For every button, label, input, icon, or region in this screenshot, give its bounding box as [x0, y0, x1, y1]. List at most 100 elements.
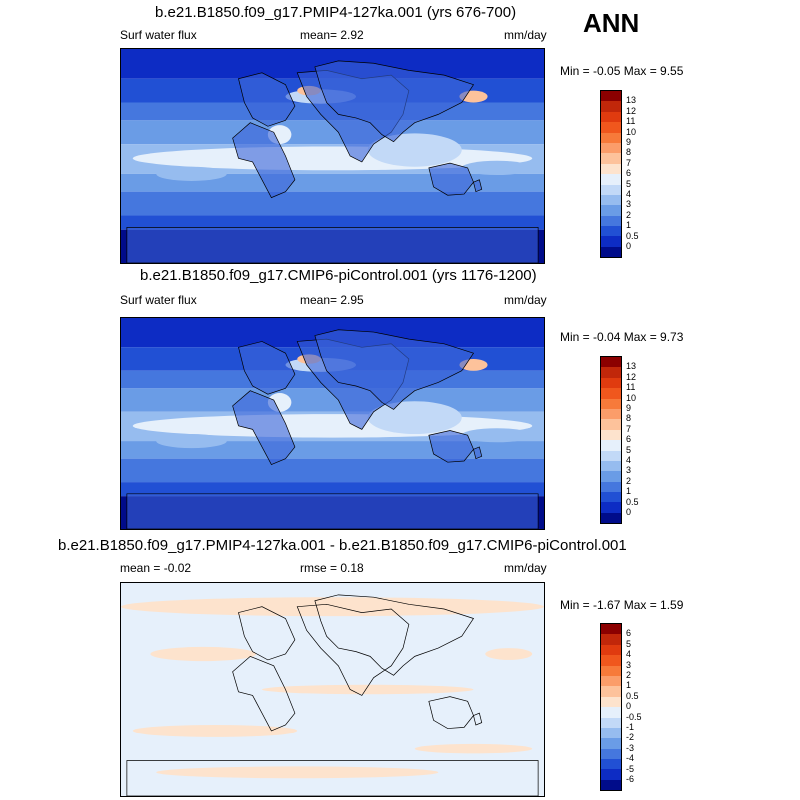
colorbar-swatch [601, 419, 621, 430]
panel-title: b.e21.B1850.f09_g17.PMIP4-127ka.001 - b.… [58, 537, 627, 554]
colorbar-tick-label: -4 [626, 753, 635, 764]
colorbar-tick-label: 3 [626, 465, 632, 476]
colorbar-swatch [601, 226, 621, 237]
coastline [473, 179, 483, 193]
colorbar-swatch [601, 624, 621, 635]
mean-label: mean= 2.95 [300, 293, 364, 307]
world-map [120, 317, 545, 530]
colorbar-swatch [601, 246, 621, 258]
colorbar-swatches [600, 356, 622, 525]
colorbar-swatch [601, 440, 621, 451]
precip-region [461, 160, 533, 176]
diff-region [150, 646, 257, 662]
colorbar-tick-label: 8 [626, 413, 632, 424]
colorbar-tick-label: 12 [626, 105, 637, 116]
colorbar-tick-label: 10 [626, 126, 637, 137]
colorbar-tick-label: 6 [626, 628, 632, 639]
colorbar-tick-label: 3 [626, 199, 632, 210]
colorbar-tick-label: -1 [626, 722, 635, 732]
season-label: ANN [583, 8, 640, 38]
units-label: mm/day [504, 293, 547, 307]
colorbar-swatch [601, 460, 621, 472]
colorbar-swatch [601, 634, 621, 645]
colorbar-tick-label: 2 [626, 209, 632, 220]
colorbar-swatch [601, 215, 621, 227]
coastline [428, 162, 474, 196]
coastline [238, 606, 296, 661]
colorbar-swatch [601, 205, 621, 216]
colorbar-tick-label: 11 [626, 116, 636, 127]
colorbar-swatch [601, 738, 621, 749]
mean-label: mean = -0.02 [120, 561, 192, 575]
colorbar-tick-label: 3 [626, 659, 632, 670]
colorbar-tick-label: 8 [626, 147, 632, 158]
min-max-label: Min = -1.67 Max = 1.59 [560, 598, 684, 612]
diff-region [414, 743, 533, 754]
variable-label: Surf water flux [120, 293, 197, 307]
colorbar-tick-label: -3 [626, 742, 635, 753]
colorbar-swatch [601, 236, 621, 247]
colorbar-swatch [601, 707, 621, 718]
colorbar-tick-label: 1 [626, 486, 632, 497]
mean-label: mean= 2.92 [300, 28, 364, 42]
colorbar-tick-label: 1 [626, 680, 632, 691]
coastline [428, 430, 474, 463]
colorbar-tick-label: 5 [626, 178, 632, 189]
colorbar-tick-label: -5 [626, 763, 635, 774]
colorbar-tick-label: 0 [626, 507, 632, 517]
colorbar-swatch [601, 665, 621, 676]
coastline [428, 696, 474, 729]
coastline [473, 446, 483, 460]
colorbar-swatch [601, 132, 621, 143]
coastline [296, 603, 410, 696]
colorbar-tick-label: 2 [626, 670, 632, 680]
world-map [120, 582, 545, 797]
colorbar-swatch [601, 122, 621, 133]
colorbar-swatch [601, 727, 621, 739]
colorbar-swatch [601, 184, 621, 195]
panel-title: b.e21.B1850.f09_g17.PMIP4-127ka.001 (yrs… [155, 4, 517, 21]
coastline [314, 60, 475, 143]
coastline [238, 341, 296, 395]
colorbar-swatch [601, 377, 621, 389]
world-map [120, 48, 545, 264]
colorbar-tick-label: 2 [626, 475, 632, 486]
colorbar-swatch [601, 759, 621, 770]
colorbar-swatch [601, 142, 621, 154]
colorbar-swatch [601, 512, 621, 524]
diff-region [121, 597, 544, 617]
coastline [126, 760, 539, 796]
coastline [126, 226, 539, 263]
panel-title: b.e21.B1850.f09_g17.CMIP6-piControl.001 … [140, 267, 537, 284]
coastline [232, 655, 296, 732]
colorbar-swatches [600, 90, 622, 259]
diff-region [132, 725, 298, 737]
precip-band [121, 215, 544, 230]
precip-band [121, 191, 544, 216]
coastline [126, 493, 539, 529]
colorbar-swatch [601, 357, 621, 368]
colorbar-swatch [601, 450, 621, 461]
colorbar-tick-label: 11 [626, 382, 636, 393]
colorbar-tick-label: -2 [626, 732, 635, 743]
precip-band [121, 482, 544, 497]
precip-region [156, 166, 227, 181]
colorbar-swatch [601, 686, 621, 697]
precip-region [367, 401, 462, 435]
coastline [238, 72, 296, 127]
units-label: mm/day [504, 561, 547, 575]
colorbar-tick-label: 4 [626, 455, 632, 465]
colorbar-tick-label: 9 [626, 403, 632, 413]
colorbar-swatch [601, 502, 621, 513]
coastline [314, 594, 475, 676]
colorbar-tick-label: 10 [626, 392, 637, 403]
coastline [473, 712, 483, 726]
colorbar-tick-label: 4 [626, 649, 632, 660]
coastline [314, 329, 475, 410]
rmse-label: rmse = 0.18 [300, 561, 364, 575]
colorbar-tick-label: 6 [626, 434, 632, 445]
colorbar-swatch [601, 174, 621, 185]
colorbar-swatch [601, 779, 621, 791]
colorbar-swatch [601, 111, 621, 123]
coastline [232, 390, 296, 465]
